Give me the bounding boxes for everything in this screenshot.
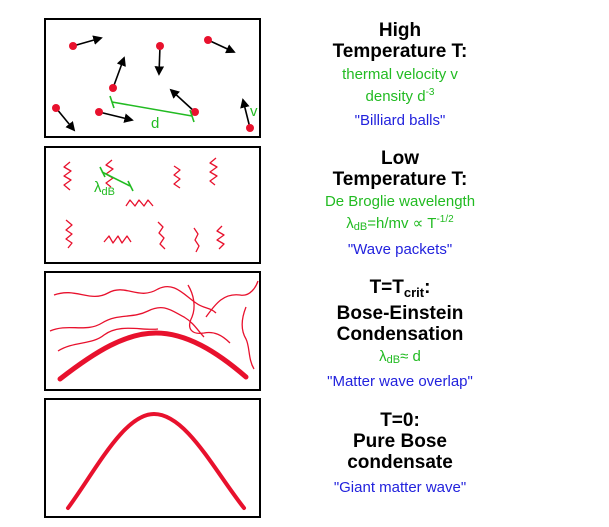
density-text: density d-3 — [365, 87, 435, 105]
panel-low-temperature: λdB — [44, 146, 261, 264]
giant-matter-wave-illustration — [66, 411, 246, 510]
caption-zero-temperature: T=0: Pure Bose condensate "Giant matter … — [285, 410, 515, 497]
condensation-illustration — [49, 280, 259, 382]
wave-packets-illustration: λdB — [63, 157, 225, 253]
wavelength-marker — [99, 166, 134, 192]
panel-critical-temperature — [44, 271, 261, 391]
distance-marker — [109, 95, 195, 123]
giant-wave — [66, 411, 246, 510]
caption-critical-temperature: T=Tcrit: Bose-Einstein Condensation λdB≈… — [285, 277, 515, 391]
panel-high-temperature: d v — [44, 18, 261, 138]
thermal-velocity-text: thermal velocity v — [342, 66, 458, 83]
wavelength-formula: λdB=h/mv ∝ T-1/2 — [346, 214, 454, 233]
caption-title: Low — [381, 148, 419, 169]
giant-matter-wave-quote: "Giant matter wave" — [333, 479, 467, 496]
de-broglie-text: De Broglie wavelength — [324, 193, 476, 210]
velocity-arrows — [55, 35, 251, 132]
billiard-balls-illustration: d v — [52, 35, 258, 132]
caption-title: High — [378, 20, 422, 41]
caption-low-temperature: Low Temperature T: De Broglie wavelength… — [285, 148, 515, 259]
caption-title-line3: Condensation — [336, 324, 464, 345]
matter-wave-overlap-quote: "Matter wave overlap" — [327, 373, 473, 390]
caption-title-line2: Pure Bose — [353, 431, 447, 452]
caption-title: T=0: — [380, 410, 420, 431]
panel-zero-temperature — [44, 398, 261, 518]
distance-label: d — [151, 115, 159, 132]
velocity-label: v — [250, 103, 258, 120]
caption-title-line2: Bose-Einstein — [336, 303, 464, 324]
wavelength-label: λdB — [94, 179, 115, 198]
caption-title-line3: condensate — [347, 452, 453, 473]
overlap-formula: λdB≈ d — [379, 348, 421, 366]
wave-packets-quote: "Wave packets" — [347, 241, 453, 258]
overlapping-waves — [49, 280, 259, 370]
caption-title-line2: Temperature T: — [332, 169, 468, 190]
caption-title: T=Tcrit: — [369, 277, 431, 300]
caption-high-temperature: High Temperature T: thermal velocity v d… — [285, 20, 515, 130]
wave-packets — [63, 157, 225, 253]
particles — [52, 36, 254, 132]
condensate-wave — [57, 330, 249, 382]
caption-title-line2: Temperature T: — [332, 41, 468, 62]
billiard-balls-quote: "Billiard balls" — [354, 112, 446, 129]
